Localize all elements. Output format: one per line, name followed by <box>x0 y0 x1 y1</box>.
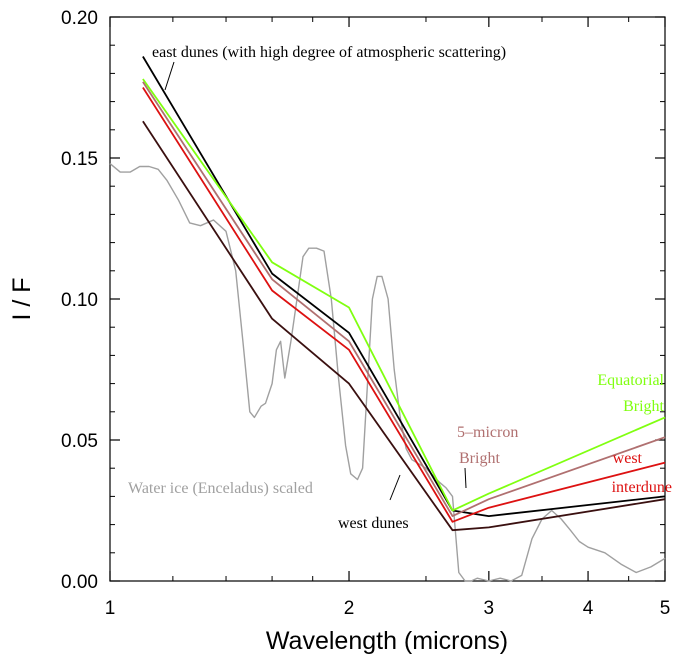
five-micron-bright-line <box>142 81 666 517</box>
annotation-equatorial: Equatorial <box>597 372 664 389</box>
x-tick-label: 5 <box>660 598 671 619</box>
annotation-leader <box>389 474 401 501</box>
annotation-east-dunes: east dunes (with high degree of atmosphe… <box>152 44 506 61</box>
west-dunes-line <box>142 120 666 532</box>
annotation-equatorial-bright: Bright <box>623 398 664 415</box>
x-tick-label: 3 <box>484 598 495 619</box>
y-axis-ticks: 0.00 0.05 0.10 0.15 0.20 <box>61 8 665 593</box>
x-axis-ticks: 1 2 3 4 5 <box>105 17 671 619</box>
annotation-leader <box>464 467 467 489</box>
west-interdune-line <box>142 87 666 523</box>
annotation-five-micron: 5–micron <box>457 424 518 441</box>
x-tick-label: 2 <box>344 598 355 619</box>
y-tick-label: 0.10 <box>61 290 98 311</box>
annotation-layer: east dunes (with high degree of atmosphe… <box>128 44 672 532</box>
x-tick-label: 1 <box>105 598 116 619</box>
y-tick-label: 0.15 <box>61 149 98 170</box>
annotation-leader <box>164 61 175 91</box>
annotation-west-dunes: west dunes <box>338 515 409 532</box>
x-axis-label: Wavelength (microns) <box>266 627 508 655</box>
x-tick-label: 4 <box>583 598 594 619</box>
annotation-interdune: interdune <box>612 479 672 496</box>
water-ice-line <box>109 163 666 582</box>
y-tick-label: 0.00 <box>61 572 98 593</box>
y-axis-label: I / F <box>8 277 36 320</box>
y-tick-label: 0.05 <box>61 431 98 452</box>
annotation-five-micron-bright: Bright <box>459 450 500 467</box>
annotation-water-ice: Water ice (Enceladus) scaled <box>128 480 313 497</box>
series-layer <box>109 56 666 582</box>
y-tick-label: 0.20 <box>61 8 98 29</box>
equatorial-bright-line <box>142 78 666 512</box>
annotation-west: west <box>613 450 643 467</box>
east-dunes-line <box>142 56 666 517</box>
